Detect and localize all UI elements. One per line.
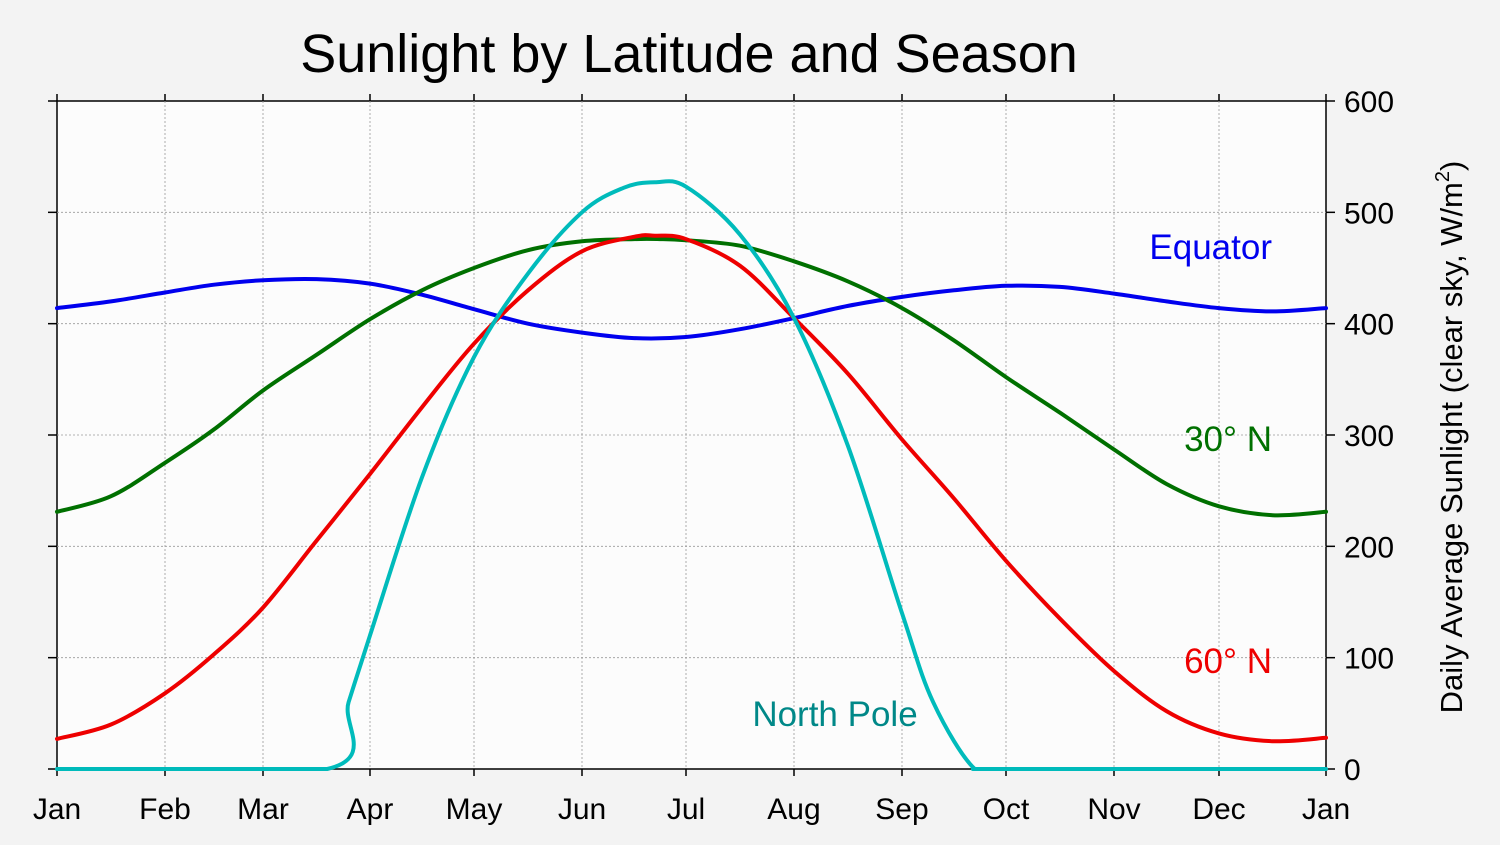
series-label-30n: 30° N bbox=[1184, 420, 1272, 459]
y-axis-label-superscript: 2 bbox=[1432, 171, 1454, 182]
series-label-equator: Equator bbox=[1149, 228, 1272, 267]
y-tick-label: 500 bbox=[1344, 197, 1394, 230]
y-tick-label: 0 bbox=[1344, 754, 1361, 787]
y-axis-label-main: Daily Average Sunlight (clear sky, W/m bbox=[1434, 182, 1469, 713]
x-tick-label: Feb bbox=[139, 793, 191, 826]
x-tick-label: Jul bbox=[667, 793, 705, 826]
series-line-2 bbox=[55, 233, 1328, 744]
x-tick-label: Aug bbox=[767, 793, 820, 826]
x-tick-label: May bbox=[446, 793, 503, 826]
series-line-3 bbox=[55, 179, 1328, 772]
grid-lines bbox=[57, 101, 1326, 769]
y-tick-labels: 0 100 200 300 400 500 600 bbox=[1344, 86, 1394, 787]
y-tick-label: 400 bbox=[1344, 309, 1394, 342]
x-tick-label: Sep bbox=[875, 793, 928, 826]
x-tick-label: Oct bbox=[983, 793, 1030, 826]
series-lines bbox=[55, 179, 1328, 772]
chart-title: Sunlight by Latitude and Season bbox=[300, 24, 1078, 84]
x-tick-label: Jan bbox=[1302, 793, 1350, 826]
x-tick-label: Nov bbox=[1087, 793, 1140, 826]
y-tick-label: 200 bbox=[1344, 531, 1394, 564]
x-tick-label: Mar bbox=[237, 793, 289, 826]
plot-area bbox=[56, 100, 1327, 770]
x-tick-label: Jan bbox=[33, 793, 81, 826]
x-tick-label: Dec bbox=[1192, 793, 1245, 826]
x-tick-labels: Jan Feb Mar Apr May Jun Jul Aug Sep Oct Nov Dec Jan bbox=[33, 793, 1350, 826]
x-tick-label: Apr bbox=[347, 793, 394, 826]
series-line-0 bbox=[55, 276, 1328, 341]
series-label-60n: 60° N bbox=[1184, 642, 1272, 681]
series-line-1 bbox=[55, 236, 1328, 518]
series-label-north-pole: North Pole bbox=[752, 695, 917, 734]
y-tick-label: 100 bbox=[1344, 643, 1394, 676]
y-tick-label: 300 bbox=[1344, 420, 1394, 453]
y-axis-label: Daily Average Sunlight (clear sky, W/m2) bbox=[1432, 161, 1469, 714]
y-axis-label-close: ) bbox=[1434, 161, 1469, 171]
y-tick-label: 600 bbox=[1344, 86, 1394, 119]
x-tick-label: Jun bbox=[558, 793, 606, 826]
